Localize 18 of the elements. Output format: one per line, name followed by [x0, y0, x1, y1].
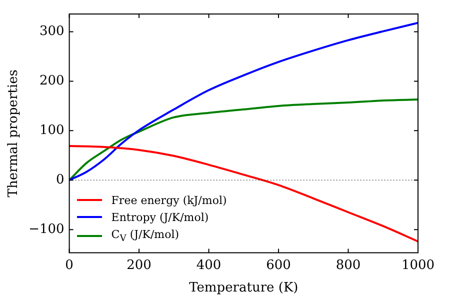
x-tick-label: 1000	[401, 258, 435, 273]
y-tick-label: 100	[39, 123, 64, 138]
y-tick-label: 200	[39, 74, 64, 89]
line-series	[69, 22, 418, 182]
x-axis-title: Temperature (K)	[189, 280, 298, 296]
x-tick-label: 200	[126, 258, 152, 273]
y-tick-label: 0	[56, 172, 64, 188]
legend-label: Free energy (kJ/mol)	[111, 192, 227, 209]
y-tick-label: −100	[28, 222, 64, 237]
line-series	[69, 98, 418, 182]
x-tick-label: 600	[266, 258, 291, 273]
line-series	[69, 145, 418, 242]
x-tick-label: 800	[336, 258, 361, 273]
y-tick-label: 300	[39, 24, 64, 40]
legend-label: Entropy (J/K/mol)	[111, 210, 209, 226]
y-axis-title: Thermal properties	[6, 70, 22, 198]
legend-label: C$_{V}$ (J/K/mol)	[111, 226, 180, 246]
x-tick-label: 400	[196, 258, 222, 273]
